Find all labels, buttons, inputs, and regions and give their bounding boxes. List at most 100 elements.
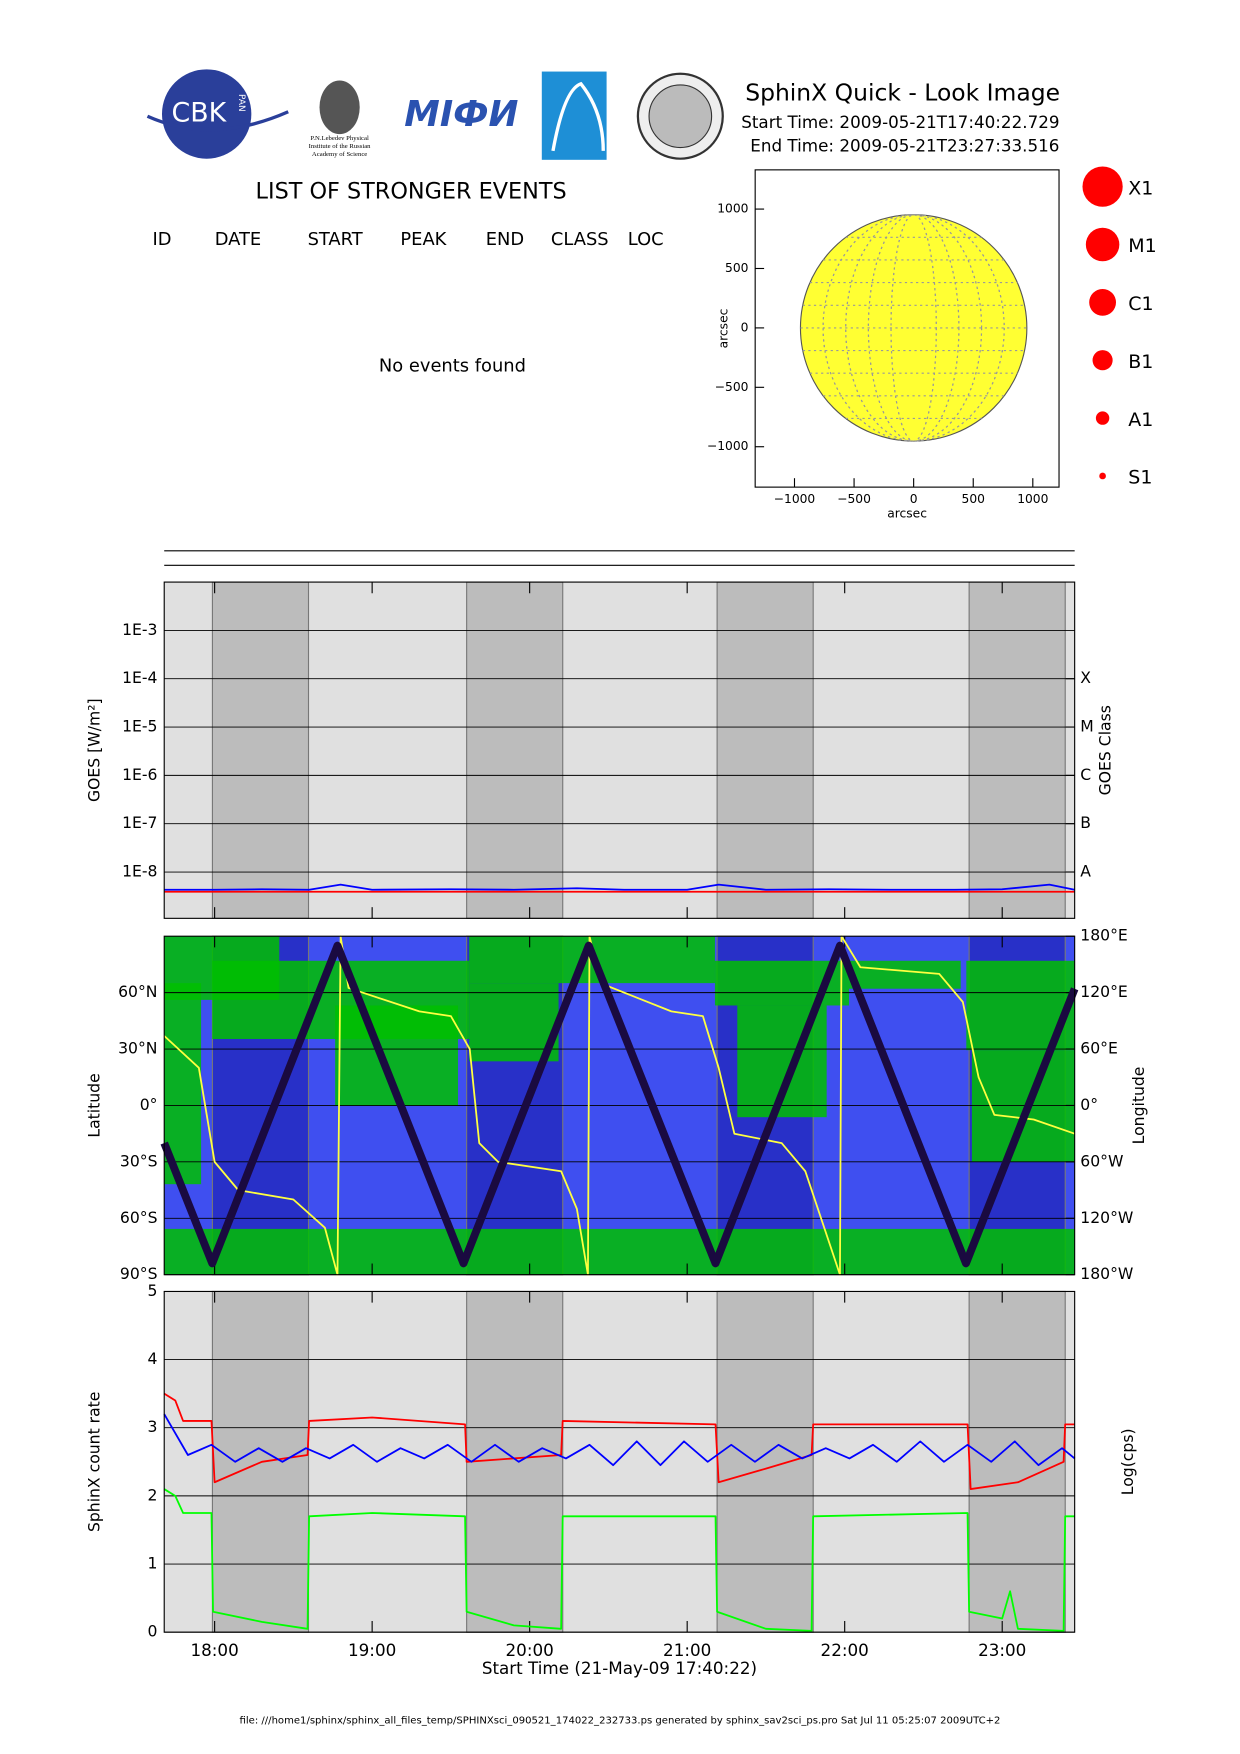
y2-tick-label: 60°E (1080, 1039, 1118, 1058)
shaded-interval (968, 1290, 1066, 1633)
column-header: CLASS (551, 229, 609, 250)
series-line (163, 1413, 1076, 1467)
logo-mifi: MIФИ (404, 94, 518, 135)
series-line (163, 1488, 1075, 1632)
events-columns: ID DATE START PEAK END CLASS LOC (152, 229, 663, 250)
y2-tick-label: 60°W (1080, 1151, 1123, 1170)
y-axis-label: arcsec (716, 309, 730, 349)
series-line (163, 1392, 1075, 1490)
x-tick-label: 18:00 (190, 1640, 238, 1660)
y2-axis-label: Log(cps) (1118, 1428, 1137, 1495)
y-tick-label: 5 (148, 1281, 158, 1300)
y2-tick-label: M (1080, 717, 1093, 736)
y2-tick-label: A (1080, 862, 1091, 881)
end-time: End Time: 2009-05-21T23:27:33.516 (750, 135, 1059, 155)
logo-text: PAN (236, 94, 246, 112)
y-tick-label: 60°S (120, 1208, 158, 1227)
shaded-interval (466, 581, 564, 919)
y-tick-label: 0 (148, 1622, 158, 1641)
x-tick-label: 19:00 (348, 1640, 396, 1660)
y-tick-label: 1E-4 (122, 668, 157, 687)
logo-cbk: CBK PAN (146, 69, 289, 159)
shaded-interval (968, 581, 1066, 919)
shaded-interval (466, 1290, 564, 1633)
x-tick-label: 0 (910, 492, 918, 506)
green-region (849, 960, 961, 989)
series-line (163, 935, 1075, 1276)
y2-tick-label: X (1080, 668, 1091, 687)
series-line (164, 883, 1075, 891)
y2-tick-label: 0° (1080, 1095, 1098, 1114)
y-tick-label: 1E-5 (122, 717, 157, 736)
y-tick-label: 60°N (118, 982, 157, 1001)
green-region (971, 1050, 1075, 1162)
x-axis-label: Start Time (21-May-09 17:40:22) (482, 1658, 757, 1678)
logo-seal (636, 72, 724, 160)
legend-label: S1 (1128, 467, 1152, 489)
x-axis-label: arcsec (887, 506, 927, 520)
footer: file: ///home1/sphinx/sphinx_all_files_t… (240, 1715, 1001, 1726)
legend-label: C1 (1128, 293, 1153, 315)
y-tick-label: 90°S (120, 1264, 158, 1283)
y-tick-label: 1 (148, 1554, 158, 1573)
title: SphinX Quick - Look Image (745, 78, 1060, 106)
column-header: LOC (628, 229, 664, 250)
legend-label: X1 (1128, 177, 1153, 199)
legend-dot (1082, 166, 1123, 207)
plot-area (164, 1291, 1075, 1633)
y-tick-label: 0 (741, 320, 749, 334)
events-message: No events found (379, 355, 526, 376)
logo-text: CBK (172, 98, 228, 129)
legend-label: M1 (1128, 235, 1156, 257)
disk-grid (822, 214, 1005, 442)
y2-tick-label: C (1080, 765, 1091, 784)
y-tick-label: 1000 (717, 202, 748, 216)
plot-frame (163, 1290, 1076, 1633)
x-tick-label: −500 (837, 492, 871, 506)
shaded-interval (716, 581, 814, 919)
logo-swoosh (146, 110, 289, 132)
logo-disc (161, 69, 252, 159)
logo-arc-line (551, 81, 605, 152)
shaded-interval (211, 581, 310, 919)
y-tick-label: 3 (148, 1417, 158, 1436)
y-tick-label: 1E-6 (122, 765, 157, 784)
legend-label: A1 (1128, 409, 1153, 431)
y-axis-label: GOES [W/m²] (84, 698, 103, 802)
y-tick-label: 1E-8 (122, 862, 157, 881)
y-axis-label: SphinX count rate (84, 1392, 103, 1532)
y2-tick-label: 120°W (1080, 1208, 1133, 1227)
portrait (319, 80, 360, 135)
x-tick-label: −1000 (774, 492, 816, 506)
legend-dot (1092, 350, 1113, 371)
plot-frame (163, 581, 1076, 919)
y-tick-label: −500 (715, 380, 749, 394)
x-tick-label: 22:00 (821, 1640, 869, 1660)
seal-inner (648, 84, 713, 149)
y-tick-label: 1E-3 (122, 620, 157, 639)
column-header: PEAK (400, 229, 447, 250)
y-tick-label: 4 (148, 1349, 158, 1368)
x-tick-label: 20:00 (506, 1640, 554, 1660)
y-axis-label: Latitude (84, 1073, 103, 1137)
column-header: DATE (215, 229, 261, 250)
y2-tick-label: B (1080, 813, 1091, 832)
legend-dot (1095, 411, 1110, 425)
y-tick-label: 30°S (120, 1151, 158, 1170)
y-tick-label: 30°N (118, 1039, 157, 1058)
logo-text: Academy of Science (312, 151, 367, 158)
y-tick-label: −1000 (707, 439, 748, 453)
disk-grid (867, 214, 960, 442)
shaded-interval (716, 1290, 814, 1633)
y-tick-label: 0° (140, 1095, 158, 1114)
events-title: LIST OF STRONGER EVENTS (256, 179, 567, 205)
series-line (160, 941, 1079, 1268)
start-time: Start Time: 2009-05-21T17:40:22.729 (741, 112, 1059, 132)
legend-label: B1 (1128, 351, 1153, 373)
plot-area (164, 582, 1075, 919)
y2-axis-label: GOES Class (1095, 705, 1114, 795)
x-tick-label: 1000 (1017, 492, 1048, 506)
x-tick-label: 21:00 (663, 1640, 711, 1660)
